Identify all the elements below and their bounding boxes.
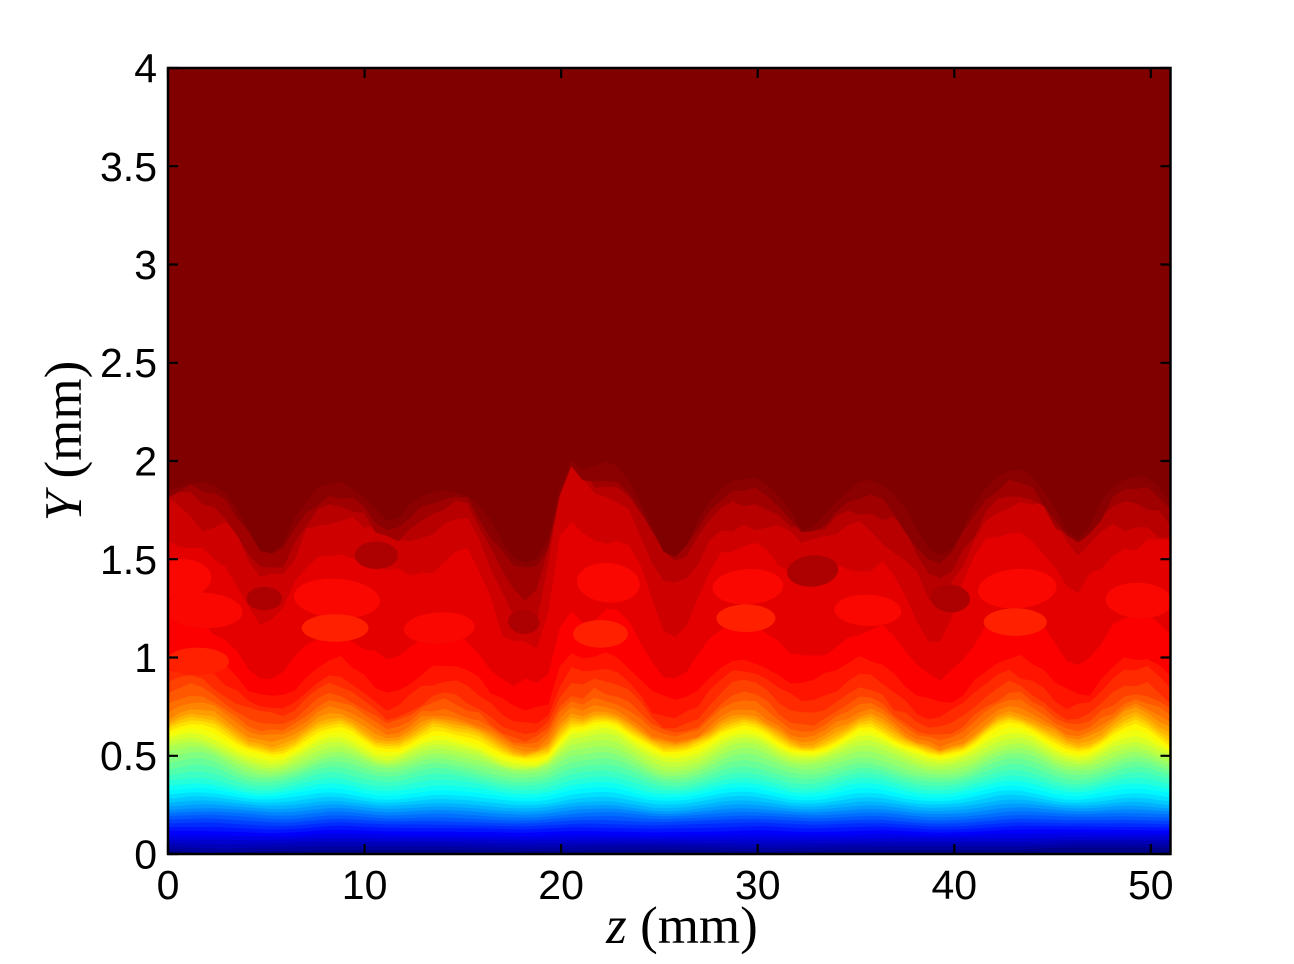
svg-text:50: 50 (1128, 862, 1174, 908)
svg-text:3.5: 3.5 (100, 144, 157, 190)
svg-text:30: 30 (735, 862, 781, 908)
svg-text:0.5: 0.5 (100, 733, 157, 779)
svg-text:10: 10 (342, 862, 388, 908)
svg-text:4: 4 (134, 46, 157, 92)
svg-text:2: 2 (134, 439, 157, 485)
svg-text:3: 3 (134, 242, 157, 288)
svg-text:0: 0 (134, 832, 157, 878)
svg-text:Y (mm): Y (mm) (35, 361, 93, 521)
svg-text:1: 1 (134, 635, 157, 681)
svg-text:z (mm): z (mm) (605, 897, 758, 955)
svg-text:1.5: 1.5 (100, 537, 157, 583)
svg-text:40: 40 (931, 862, 977, 908)
svg-text:20: 20 (538, 862, 584, 908)
svg-text:2.5: 2.5 (100, 340, 157, 386)
svg-text:0: 0 (157, 862, 180, 908)
